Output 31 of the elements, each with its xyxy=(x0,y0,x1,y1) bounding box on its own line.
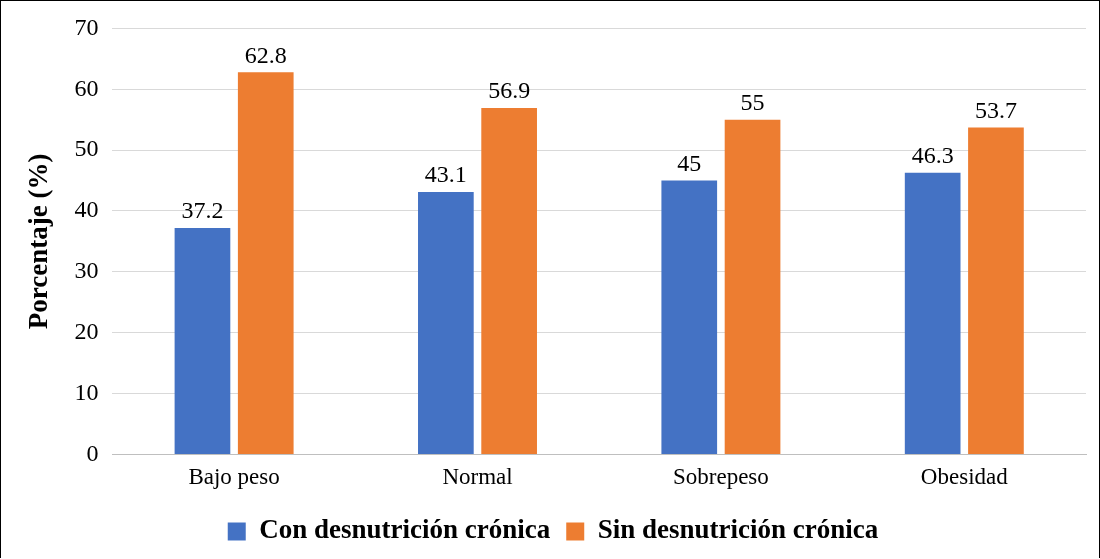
y-tick-label: 50 xyxy=(74,135,99,162)
data-label: 46.3 xyxy=(911,141,954,168)
y-tick-label: 20 xyxy=(74,317,99,344)
y-tick-label: 40 xyxy=(74,196,99,223)
data-label: 62.8 xyxy=(244,41,287,68)
data-label: 37.2 xyxy=(181,197,224,224)
y-tick-label: 60 xyxy=(74,74,99,101)
bar xyxy=(481,108,537,454)
x-tick-label: Bajo peso xyxy=(188,464,280,490)
bar xyxy=(418,192,474,454)
data-label: 43.1 xyxy=(424,161,467,188)
bar xyxy=(661,180,718,454)
bar xyxy=(968,127,1024,454)
bar xyxy=(237,72,294,454)
y-tick-label: 0 xyxy=(86,439,99,466)
bar xyxy=(724,119,781,454)
bar xyxy=(174,228,231,454)
x-tick-label: Normal xyxy=(442,464,513,490)
bar xyxy=(904,172,961,454)
data-label: 55 xyxy=(740,88,765,115)
x-tick-label: Sobrepeso xyxy=(672,464,769,490)
x-tick-label: Obesidad xyxy=(920,464,1009,490)
y-tick-label: 10 xyxy=(74,378,99,405)
y-axis-title: Porcentaje (%) xyxy=(23,153,54,330)
data-label: 56.9 xyxy=(488,77,531,104)
y-tick-label: 30 xyxy=(74,257,99,284)
legend-label: Con desnutrición crónica xyxy=(259,514,551,545)
data-label: 45 xyxy=(677,149,702,176)
data-label: 53.7 xyxy=(974,96,1017,123)
y-tick-label: 70 xyxy=(74,13,99,40)
legend-label: Sin desnutrición crónica xyxy=(597,514,879,545)
